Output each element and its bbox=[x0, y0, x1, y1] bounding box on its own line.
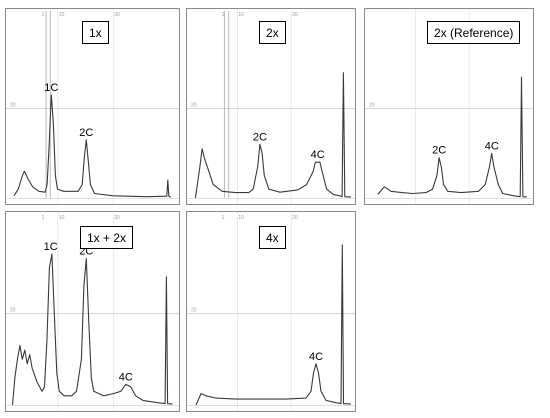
histogram-plot: 1 10 20 20 1C 2C bbox=[6, 9, 179, 204]
x-tick-label: 1 bbox=[42, 215, 45, 221]
panel-title: 4x bbox=[259, 226, 286, 249]
panel-title: 1x bbox=[82, 21, 109, 44]
peak-label: 2C bbox=[79, 127, 93, 139]
x-tick-label: 1 bbox=[42, 12, 45, 18]
x-tick-label: 10 bbox=[238, 215, 244, 221]
histogram-panel-1x-plus-2x: 1 10 20 20 1C 2C 4C 1x + 2x bbox=[5, 211, 180, 412]
histogram-plot: 20 2C 4C bbox=[365, 9, 533, 204]
x-tick-label: 10 bbox=[59, 12, 65, 18]
histogram-plot: 1 10 20 20 2C 4C bbox=[187, 9, 355, 204]
peak-label: 1C bbox=[44, 82, 58, 94]
x-tick-label: 20 bbox=[292, 12, 298, 18]
x-tick-label: 10 bbox=[238, 12, 244, 18]
peak-label: 2C bbox=[253, 131, 267, 143]
peak-label: 4C bbox=[119, 371, 133, 383]
y-tick-label: 20 bbox=[191, 308, 197, 314]
x-tick-label: 20 bbox=[114, 215, 120, 221]
histogram-trace bbox=[194, 72, 352, 199]
x-tick-label: 10 bbox=[59, 215, 65, 221]
histogram-plot: 1 10 20 20 4C bbox=[187, 212, 355, 411]
peak-label: 1C bbox=[44, 241, 58, 253]
y-tick-label: 20 bbox=[191, 103, 197, 109]
histogram-panel-1x: 1 10 20 20 1C 2C 1x bbox=[5, 8, 180, 205]
histogram-trace bbox=[377, 76, 527, 198]
x-tick-label: 20 bbox=[114, 12, 120, 18]
x-tick-label: 1 bbox=[222, 215, 225, 221]
panel-title: 2x (Reference) bbox=[427, 21, 521, 44]
peak-label: 4C bbox=[485, 140, 499, 152]
x-tick-label: 20 bbox=[292, 215, 298, 221]
y-tick-label: 20 bbox=[10, 308, 16, 314]
histogram-trace bbox=[13, 94, 172, 198]
histogram-panel-4x: 1 10 20 20 4C 4x bbox=[186, 211, 356, 412]
x-tick-label: 1 bbox=[222, 12, 225, 18]
y-tick-label: 20 bbox=[10, 103, 16, 109]
histogram-panel-2x-reference: 20 2C 4C 2x (Reference) bbox=[364, 8, 534, 205]
histogram-trace bbox=[11, 253, 173, 406]
panel-title: 1x + 2x bbox=[80, 226, 134, 249]
y-tick-label: 20 bbox=[369, 103, 375, 109]
histogram-trace bbox=[195, 244, 352, 406]
panel-title: 2x bbox=[259, 21, 286, 44]
peak-label: 4C bbox=[309, 351, 323, 363]
peak-label: 2C bbox=[432, 145, 446, 157]
peak-label: 4C bbox=[311, 149, 325, 161]
histogram-panel-2x: 1 10 20 20 2C 4C 2x bbox=[186, 8, 356, 205]
